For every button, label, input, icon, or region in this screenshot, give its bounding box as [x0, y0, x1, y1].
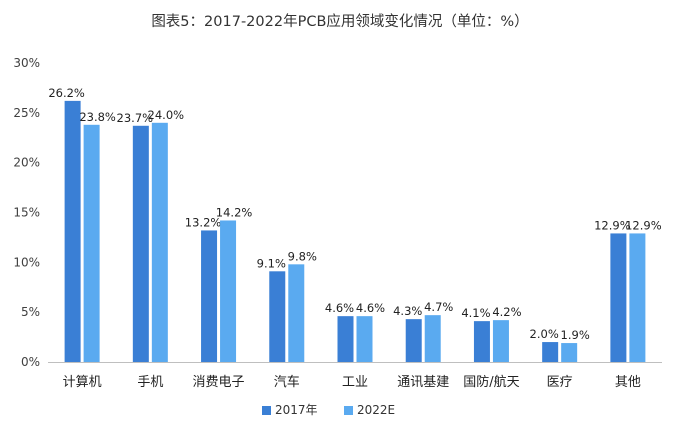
- bar-2017: [269, 271, 286, 362]
- y-tick-label: 20%: [13, 156, 40, 170]
- data-label: 24.0%: [148, 108, 185, 122]
- data-label: 4.6%: [325, 301, 354, 315]
- bar-2022e: [220, 220, 237, 362]
- data-label: 9.1%: [257, 256, 286, 270]
- chart-title: 图表5：2017-2022年PCB应用领域变化情况（单位：%）: [151, 14, 529, 30]
- data-label: 9.8%: [288, 249, 317, 263]
- bar-2022e: [629, 233, 646, 362]
- data-label: 2.0%: [530, 327, 559, 341]
- bar-2017: [337, 316, 354, 362]
- bar-2017: [405, 319, 422, 362]
- bar-2022e: [561, 343, 578, 362]
- data-label: 1.9%: [561, 328, 590, 342]
- data-label: 26.2%: [48, 86, 85, 100]
- data-label: 4.1%: [461, 306, 490, 320]
- data-label: 4.6%: [356, 301, 385, 315]
- legend-label: 2022E: [357, 403, 395, 417]
- bar-2022e: [492, 320, 509, 362]
- category-label: 汽车: [274, 374, 300, 390]
- bar-2017: [64, 100, 81, 362]
- bar-2017: [610, 233, 627, 362]
- data-label: 4.2%: [492, 305, 521, 319]
- data-label: 4.7%: [424, 300, 453, 314]
- bar-2017: [132, 125, 149, 362]
- category-label: 计算机: [63, 375, 102, 390]
- data-label: 14.2%: [216, 205, 253, 219]
- category-label: 手机: [137, 375, 163, 390]
- bar-2022e: [288, 264, 305, 362]
- data-label: 23.7%: [117, 111, 154, 125]
- category-label: 通讯基建: [397, 375, 449, 390]
- category-label: 医疗: [547, 375, 573, 390]
- data-label: 4.3%: [393, 304, 422, 318]
- bar-2017: [542, 342, 559, 362]
- data-label: 23.8%: [79, 110, 116, 124]
- category-label: 其他: [615, 375, 641, 390]
- y-tick-label: 15%: [13, 206, 40, 220]
- data-label: 13.2%: [185, 215, 222, 229]
- bar-2017: [201, 230, 218, 362]
- bar-2022e: [424, 315, 441, 362]
- category-label: 国防/航天: [463, 374, 519, 390]
- legend-swatch: [262, 406, 271, 415]
- category-label: 工业: [342, 375, 368, 390]
- y-tick-label: 25%: [13, 106, 40, 120]
- data-label: 12.9%: [625, 218, 662, 232]
- bar-2022e: [83, 124, 100, 362]
- y-tick-label: 30%: [13, 56, 40, 70]
- bar-2022e: [151, 122, 168, 362]
- legend-label: 2017年: [275, 403, 318, 417]
- y-tick-label: 5%: [21, 305, 40, 319]
- y-tick-label: 0%: [21, 355, 40, 369]
- y-tick-label: 10%: [13, 255, 40, 269]
- category-label: 消费电子: [193, 375, 245, 390]
- legend-swatch: [344, 406, 353, 415]
- bar-2022e: [356, 316, 373, 362]
- data-label: 12.9%: [594, 218, 631, 232]
- bar-2017: [473, 321, 490, 362]
